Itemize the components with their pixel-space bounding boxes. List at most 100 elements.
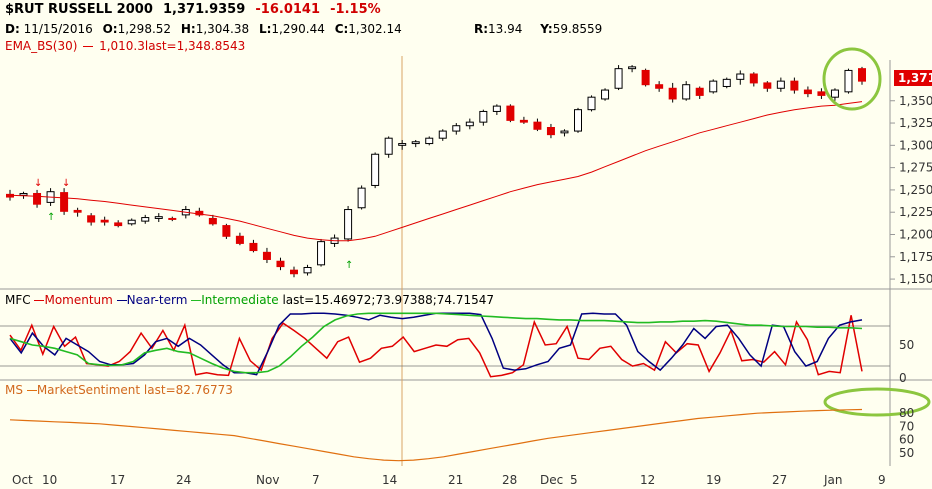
candle [73,207,82,217]
x-tick-label: 28 [502,473,517,487]
candle [722,77,731,89]
price-tick-label: 1,225 [899,205,932,219]
x-tick-label: Dec [540,473,563,487]
candle [790,77,799,94]
candle [736,70,745,85]
mfc-title: MFC [5,293,31,307]
intermediate-line [9,312,863,374]
price-tick-label: 1,325 [899,116,932,130]
momentum-line [9,315,863,378]
ema-label: EMA_BS(30) [5,39,78,53]
candle [100,216,109,226]
ms-name: MarketSentiment [36,383,141,397]
candle [290,266,298,278]
x-axis: Oct 10 17 24 Nov 7 14 21 28 Dec 5 12 19 27 Jan 9 [12,473,886,487]
x-tick-label: 19 [706,473,721,487]
r-value: 13.94 [488,22,523,36]
mfc-momentum-label: Momentum [44,293,113,307]
candle [208,214,217,226]
candle [438,129,447,141]
price-tick-label: 1,175 [899,250,932,264]
ms-legend: MS MarketSentiment last=82.76773 [5,383,233,397]
high-label: H: [180,22,196,36]
candle [668,82,677,103]
candle [803,86,812,98]
y-value: 59.8559 [552,22,603,36]
candle [303,264,312,276]
signal-arrows: ↓ ↓ ↑ ↑ [34,178,353,271]
open-label: O: [102,22,118,36]
high-value: 1,304.38 [195,22,250,36]
close-label: C: [334,22,349,36]
mfc-axis: 50 0 [899,338,914,385]
candle [519,116,528,124]
x-tick-label: 9 [878,473,886,487]
price-tick-label: 1,250 [899,183,932,197]
chart-title-row: $RUT RUSSELL 2000 1,371.9359 -16.0141 -1… [5,3,381,17]
low-label: L: [258,22,272,36]
candle [546,123,555,139]
candle [763,81,772,92]
candle [276,257,285,271]
price-tick-label: 1,200 [899,228,932,242]
candle [249,239,258,253]
price-tick-label: 1,275 [899,161,932,175]
ms-title: MS [5,383,23,397]
price-change-pct: -1.15% [330,2,381,17]
price-tag: 1,371 [894,70,932,86]
x-tick-label: 27 [772,473,787,487]
candle [533,118,542,132]
highlight-ring-price [822,47,882,111]
candle [168,216,177,222]
candle [262,247,271,264]
ema-legend: EMA_BS(30) 1,010.3last=1,348.8543 [5,39,245,53]
candle [87,213,96,226]
x-tick-label: 14 [382,473,397,487]
mfc-last-values: last=15.46972;73.97388;74.71547 [282,293,495,307]
candle [817,88,826,99]
ema-line [9,101,863,242]
candle [317,238,326,267]
candle [858,66,866,85]
candle [628,65,637,73]
candle [127,218,136,226]
candle [344,205,353,242]
candle [641,68,650,87]
x-tick-label: Nov [256,473,279,487]
x-tick-label: 7 [312,473,320,487]
ms-tick-label: 80 [899,406,914,420]
ms-tick-label: 70 [899,419,914,433]
up-arrow-1: ↑ [47,212,55,223]
date-value: 11/15/2016 [23,22,93,36]
ms-tick-label: 60 [899,433,914,447]
candle [560,129,569,137]
price-tick-label: 1,150 [899,272,932,286]
candle [398,139,407,150]
candle [425,136,434,146]
candle [492,104,501,116]
mfc-lines [9,312,863,378]
ohlc-row: D: 11/15/2016 O:1,298.52 H:1,304.38 L:1,… [5,22,402,36]
candle [357,185,366,210]
x-tick-label: 10 [42,473,57,487]
candle [384,136,393,158]
x-tick-label: 12 [640,473,655,487]
candle [60,188,69,215]
candle [154,213,163,223]
candle [574,107,582,133]
down-arrow-1: ↓ [34,178,42,189]
price-tick-label: 1,300 [899,138,932,152]
highlight-ring-sentiment [823,387,931,417]
candle [465,118,474,130]
candles-group [6,65,866,278]
range-row: R:13.94 Y:59.8559 [474,22,602,36]
x-tick-label: Jan [823,473,843,487]
price-tag-text: 1,371 [898,71,932,85]
x-tick-label: 24 [176,473,191,487]
candle [601,88,610,101]
candle [506,104,515,123]
mfc-legend: MFC Momentum Near-term Intermediate last… [5,293,494,307]
candle [371,152,380,189]
